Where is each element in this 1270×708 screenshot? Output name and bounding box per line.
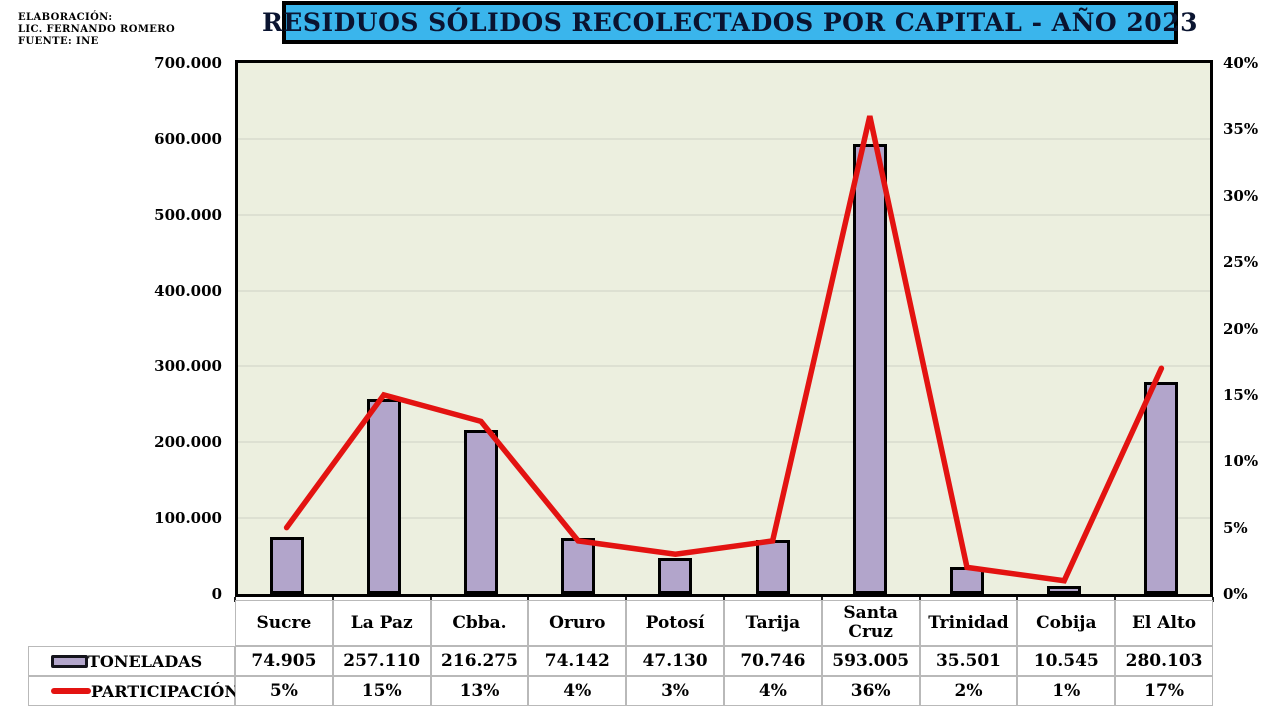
gridline	[238, 517, 1210, 520]
toneladas-value-cell: 257.110	[332, 646, 431, 676]
participacion-value-cell: 4%	[528, 676, 627, 706]
bar-la-paz	[366, 398, 401, 594]
annotation-line-author: LIC. FERNANDO ROMERO	[18, 24, 176, 35]
x-axis-tick	[527, 597, 530, 602]
annotation-line-elaboracion: ELABORACIÓN:	[18, 12, 113, 23]
toneladas-value-cell: 593.005	[821, 646, 920, 676]
bar-cobija	[1047, 586, 1082, 594]
data-table: Sucre La Paz Cbba. Oruro Potosí Tarija Santa C…	[28, 600, 1213, 706]
toneladas-value-cell: 74.905	[235, 646, 333, 676]
category-cell: Cbba.	[430, 600, 529, 646]
left-axis-label: 600.000	[154, 129, 222, 148]
table-corner-spacer	[28, 600, 235, 646]
left-axis-toneladas: 700.000 600.000 500.000 400.000 300.000 200.0…	[128, 54, 222, 603]
x-axis-tick	[331, 597, 334, 602]
x-axis-tick	[820, 597, 823, 602]
gridline	[238, 137, 1210, 140]
left-axis-label: 300.000	[154, 357, 222, 376]
category-cell: El Alto	[1115, 600, 1213, 646]
toneladas-value-cell: 35.501	[919, 646, 1018, 676]
right-axis-label: 15%	[1223, 385, 1259, 404]
left-axis-label: 100.000	[154, 509, 222, 528]
x-axis-tick	[1212, 597, 1214, 602]
annotation-line-fuente: FUENTE: INE	[18, 36, 99, 47]
legend-toneladas-label: TONELADAS	[88, 651, 203, 671]
category-cell: Potosí	[626, 600, 724, 646]
right-axis-label: 25%	[1223, 253, 1259, 272]
toneladas-value-cell: 280.103	[1115, 646, 1213, 676]
bar-potos-	[658, 558, 693, 594]
category-cell: Trinidad	[919, 600, 1018, 646]
right-axis-label: 5%	[1223, 518, 1248, 537]
bar-tarija	[755, 540, 790, 594]
category-cell: Santa Cruz	[821, 600, 920, 646]
category-cell: Tarija	[723, 600, 822, 646]
right-axis-label: 10%	[1223, 452, 1259, 471]
right-axis-label: 0%	[1223, 585, 1248, 603]
left-axis-label: 700.000	[154, 54, 222, 72]
right-axis-participacion: 40% 35% 30% 25% 20% 15% 10% 5% 0%	[1223, 54, 1269, 603]
x-axis-ticks	[234, 597, 1214, 603]
legend-participacion-label: PARTICIPACIÓN	[91, 681, 239, 701]
chart-title-box: RESIDUOS SÓLIDOS RECOLECTADOS POR CAPITA…	[262, 1, 1197, 44]
gridline	[238, 213, 1210, 216]
toneladas-swatch-icon	[51, 654, 88, 668]
gridline	[238, 441, 1210, 444]
source-annotation: ELABORACIÓN: LIC. FERNANDO ROMERO FUENTE…	[18, 12, 175, 48]
category-cell: Oruro	[528, 600, 627, 646]
x-axis-tick	[1114, 597, 1117, 602]
participacion-value-cell: 15%	[332, 676, 431, 706]
bar-oruro	[561, 537, 596, 594]
participacion-value-cell: 36%	[821, 676, 920, 706]
participacion-line	[283, 115, 1165, 584]
left-axis-label: 0	[211, 585, 222, 603]
left-axis-label: 400.000	[154, 281, 222, 300]
x-axis-tick	[918, 597, 921, 602]
gridline	[238, 289, 1210, 292]
category-cell: La Paz	[332, 600, 431, 646]
x-axis-tick	[234, 597, 236, 602]
right-axis-label: 40%	[1223, 54, 1259, 72]
x-axis-tick	[723, 597, 725, 602]
category-cell: Sucre	[235, 600, 333, 646]
right-axis-label: 20%	[1223, 319, 1259, 338]
x-axis-tick	[1016, 597, 1019, 602]
left-axis-label: 500.000	[154, 205, 222, 224]
participacion-value-cell: 13%	[430, 676, 529, 706]
x-axis-tick	[429, 597, 432, 602]
x-axis-tick	[625, 597, 628, 602]
toneladas-value-cell: 10.545	[1017, 646, 1116, 676]
participacion-value-cell: 1%	[1017, 676, 1116, 706]
left-axis-label: 200.000	[154, 433, 222, 452]
toneladas-value-cell: 70.746	[723, 646, 822, 676]
gridlines	[238, 63, 1210, 594]
bar-el-alto	[1144, 381, 1179, 594]
bar-cbba-	[464, 429, 498, 594]
participacion-value-cell: 17%	[1115, 676, 1213, 706]
participacion-value-cell: 5%	[235, 676, 333, 706]
legend-participacion: PARTICIPACIÓN	[28, 676, 239, 706]
participacion-value-cell: 3%	[626, 676, 724, 706]
category-cell: Cobija	[1017, 600, 1116, 646]
toneladas-value-cell: 74.142	[528, 646, 627, 676]
chart-title: RESIDUOS SÓLIDOS RECOLECTADOS POR CAPITA…	[262, 8, 1198, 37]
toneladas-bars	[238, 63, 1210, 594]
right-axis-label: 30%	[1223, 186, 1259, 205]
bar-santa-cruz	[852, 144, 887, 594]
participacion-value-cell: 4%	[723, 676, 822, 706]
participacion-polyline	[283, 115, 1165, 584]
bar-sucre	[269, 537, 304, 594]
gridline	[238, 365, 1210, 368]
participacion-swatch-icon	[51, 688, 91, 694]
legend-toneladas: TONELADAS	[28, 646, 235, 676]
right-axis-label: 35%	[1223, 120, 1259, 139]
plot-area	[235, 60, 1213, 597]
toneladas-value-cell: 47.130	[626, 646, 724, 676]
toneladas-value-cell: 216.275	[430, 646, 529, 676]
participacion-value-cell: 2%	[919, 676, 1018, 706]
